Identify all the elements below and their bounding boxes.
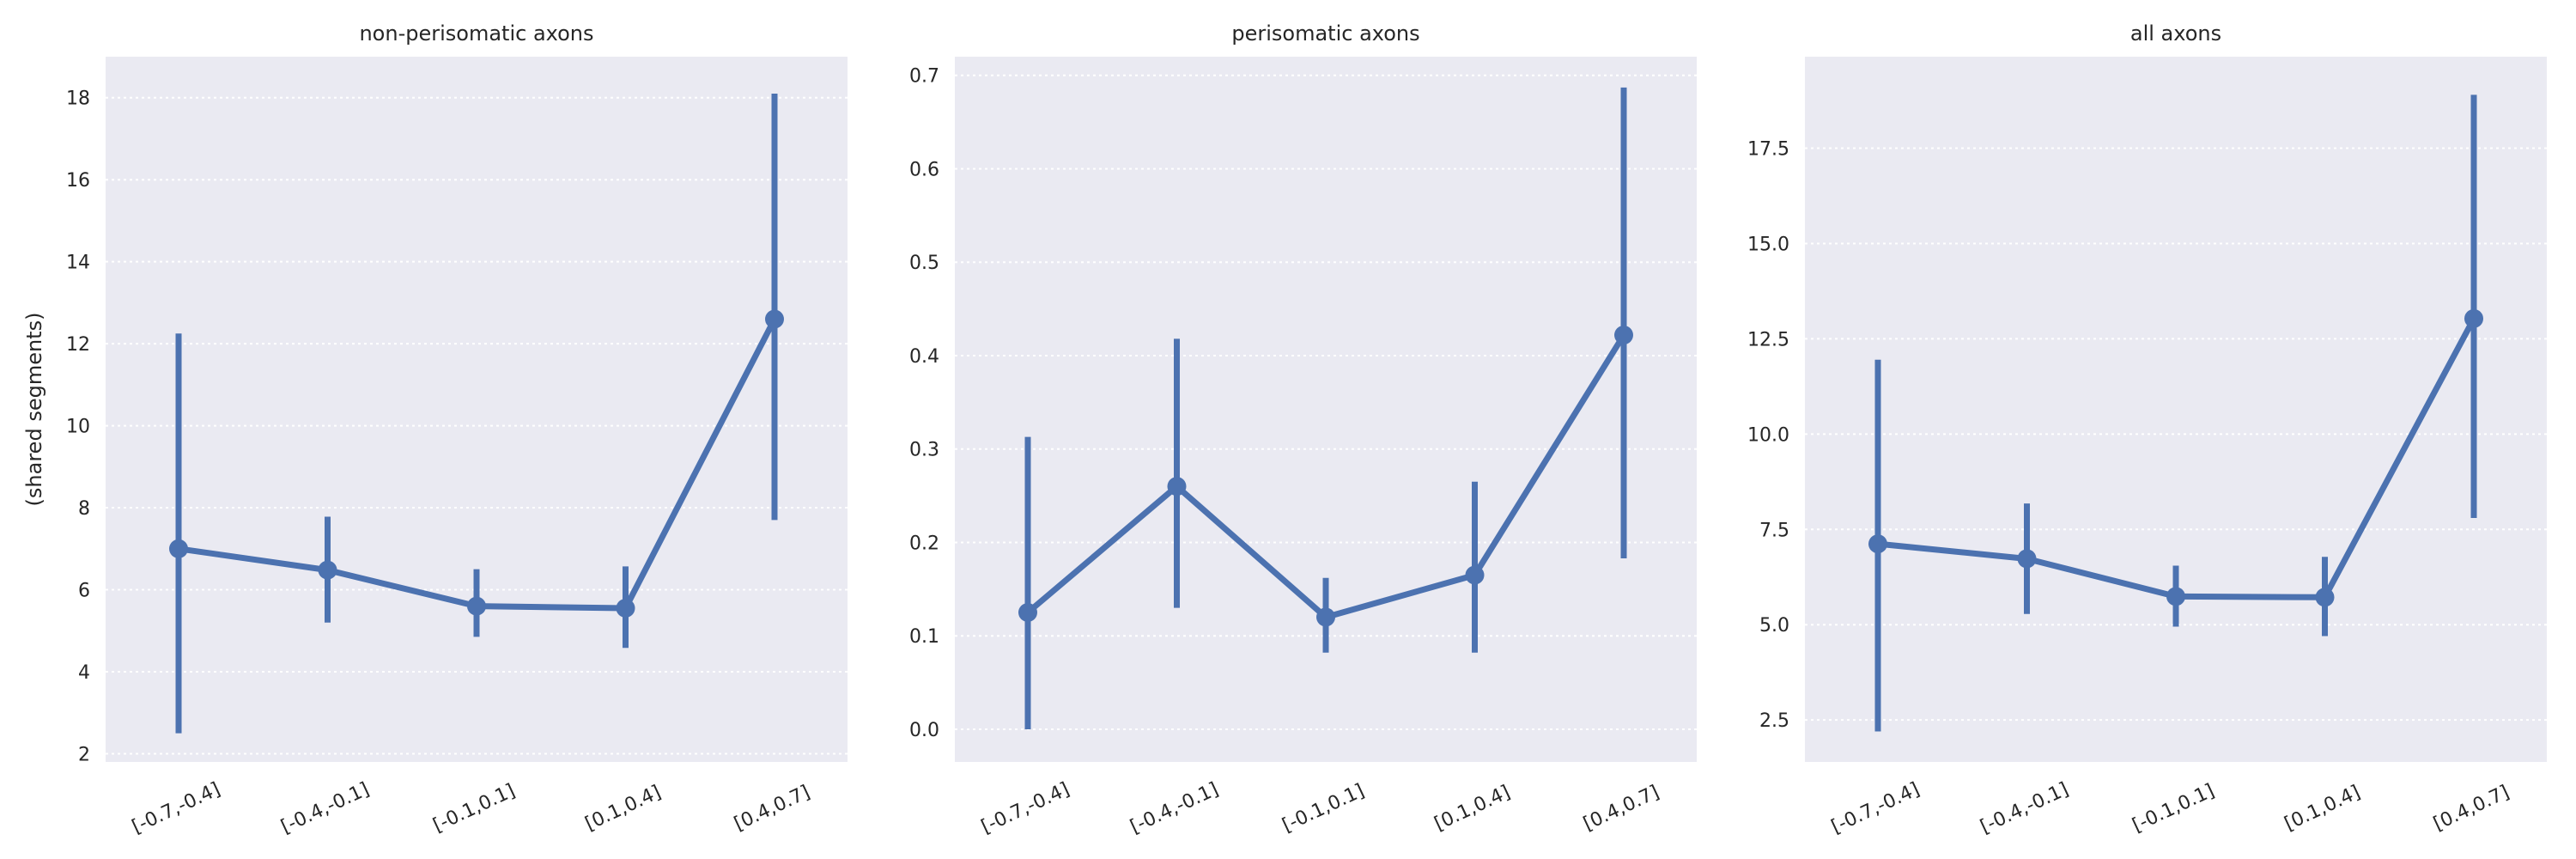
chart-panel-3: 2.5 5.0 7.5 10.0 12.5 15.0 17.5 [-0.7,-0.4] [-0.… <box>1747 21 2547 838</box>
y-axis-label: (shared segments) <box>22 313 46 507</box>
data-point <box>765 309 784 329</box>
y-tick-label: 0.7 <box>909 66 939 88</box>
data-point <box>1465 565 1485 585</box>
x-tick-label: [-0.1,0.1] <box>1279 780 1368 837</box>
data-point <box>2166 587 2185 606</box>
x-tick-label: [-0.4,-0.1] <box>1127 779 1222 838</box>
x-tick-label: [0.4,0.7] <box>731 782 813 835</box>
data-point <box>1167 477 1187 497</box>
x-tick-label: [0.1,0.4] <box>582 782 665 835</box>
y-tick-label: 2 <box>78 744 90 765</box>
y-tick-label: 0.1 <box>909 626 939 648</box>
data-point <box>1868 534 1887 554</box>
data-point <box>1018 603 1037 623</box>
data-point <box>169 539 188 558</box>
chart-panels: 2 4 6 8 10 12 14 16 18 [-0.7,-0.4] [-0.4,-0.1] [-0.… <box>22 21 2547 838</box>
y-tick-label: 4 <box>78 662 90 684</box>
x-tick-label: [0.1,0.4] <box>2281 782 2364 835</box>
plot-area <box>106 57 848 762</box>
x-tick-label: [-0.4,-0.1] <box>1978 779 2072 838</box>
y-tick-label: 10.0 <box>1747 424 1789 446</box>
data-point <box>616 599 635 618</box>
y-tick-label: 0.0 <box>909 720 939 741</box>
x-tick-label: [-0.7,-0.4] <box>129 779 223 838</box>
y-tick-label: 12 <box>66 334 90 356</box>
y-tick-label: 18 <box>66 88 90 110</box>
x-tick-label: [-0.7,-0.4] <box>1828 779 1923 838</box>
chart-panel-2: 0.0 0.1 0.2 0.3 0.4 0.5 0.6 0.7 [-0.7,-0.4] [-0.4… <box>909 21 1697 838</box>
data-point <box>318 560 337 580</box>
y-tick-label: 12.5 <box>1747 329 1789 350</box>
x-tick-label: [-0.7,-0.4] <box>978 779 1072 838</box>
y-tick-label: 16 <box>66 170 90 192</box>
plot-area <box>1805 57 2547 762</box>
x-tick-label: [-0.4,-0.1] <box>278 779 373 838</box>
plot-area <box>955 57 1697 762</box>
x-tick-label: [0.4,0.7] <box>2430 782 2512 835</box>
data-point <box>1316 607 1335 627</box>
y-tick-label: 0.5 <box>909 253 939 274</box>
y-tick-label: 6 <box>78 581 90 602</box>
y-tick-label: 15.0 <box>1747 234 1789 255</box>
y-tick-label: 0.3 <box>909 440 939 461</box>
y-tick-label: 10 <box>66 417 90 438</box>
chart-panel-1: 2 4 6 8 10 12 14 16 18 [-0.7,-0.4] [-0.4,-0.1] [-0.… <box>22 21 848 838</box>
y-tick-label: 0.2 <box>909 533 939 554</box>
panel-title: non-perisomatic axons <box>359 21 593 46</box>
y-tick-label: 7.5 <box>1759 520 1789 541</box>
y-tick-label: 2.5 <box>1759 710 1789 732</box>
y-tick-label: 0.4 <box>909 346 939 368</box>
data-point <box>1614 326 1633 345</box>
y-tick-label: 14 <box>66 253 90 274</box>
x-tick-label: [0.1,0.4] <box>1431 782 1514 835</box>
x-tick-label: [0.4,0.7] <box>1580 782 1662 835</box>
y-tick-label: 0.6 <box>909 159 939 180</box>
panel-title: all axons <box>2130 21 2221 46</box>
y-tick-label: 8 <box>78 498 90 520</box>
panel-title: perisomatic axons <box>1231 21 1419 46</box>
data-point <box>467 596 486 616</box>
x-tick-label: [-0.1,0.1] <box>430 780 519 837</box>
data-point <box>2017 549 2037 569</box>
y-tick-label: 5.0 <box>1759 615 1789 637</box>
data-point <box>2464 308 2483 328</box>
x-tick-label: [-0.1,0.1] <box>2129 780 2218 837</box>
data-point <box>2315 588 2335 607</box>
y-tick-label: 17.5 <box>1747 139 1789 161</box>
